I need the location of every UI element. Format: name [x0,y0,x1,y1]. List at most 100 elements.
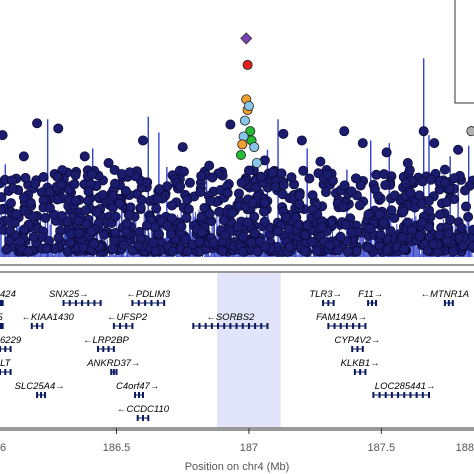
snp-point [280,212,291,223]
gene-exon [131,300,134,306]
gene-label: ←CCDC110 [117,404,170,415]
snp-point [81,219,92,230]
snp-point [116,168,127,179]
snp-point [355,180,366,191]
snp-point [162,220,173,231]
snp-point [41,243,52,254]
gene-label: LT [0,358,12,369]
gene-exon [68,300,71,306]
gene-label: C4orf47→ [116,381,159,392]
snp-point [135,233,146,244]
gene-label: FAM149A→ [316,312,367,323]
gene-exon [125,323,128,329]
association-panel [0,0,474,266]
snp-point [65,237,76,248]
snp-point [463,211,474,222]
snp-point [340,219,351,230]
snp-point [272,226,283,237]
snp-point [350,173,361,184]
snp-point [445,214,456,225]
gene-exon [36,323,39,329]
gene-label: SNX25→ [49,289,89,300]
snp-point [108,190,119,201]
snp-point [259,216,270,227]
gene-exon [112,346,115,352]
snp-point [429,138,440,149]
gene-label: TLR3→ [309,289,342,300]
gene-exon [359,369,362,375]
snp-point [177,142,188,153]
gene-label: ←UFSP2 [107,312,148,323]
snp-point [233,188,244,199]
gene-exon [141,415,144,421]
gene-exon [451,300,454,306]
gene-exon [409,392,412,398]
snp-point [249,228,260,239]
gene-exon [223,323,226,329]
snp-point [447,246,458,257]
snp-point [362,242,373,253]
snp-point [402,157,413,168]
snp-point [335,231,346,242]
snp-point [0,130,8,141]
gene-exon [339,323,342,329]
snp-point [15,236,26,247]
x-axis: 186.5 187 187.5 6 188 Position on chr4 (Mb) [0,428,474,473]
snp-point [236,177,247,188]
snp-point [339,126,350,137]
gene-exon [353,369,356,375]
snp-point [4,235,15,246]
gene-exon [138,392,141,398]
snp-point [220,230,231,241]
snp-point [227,207,238,218]
snp-point [307,204,318,215]
gene-label: ←LRP2BP [83,335,130,346]
snp-point [53,232,64,243]
snp-point [374,209,385,220]
snp-point [405,187,416,198]
gene-exon [372,392,375,398]
lead-snp-diamond [240,32,253,45]
gene-exon [119,323,122,329]
gene-exon [136,415,139,421]
snp-point [304,173,315,184]
snp-point [443,228,454,239]
snp-point [121,218,132,229]
snp-point [53,123,64,134]
gene-exon [210,323,213,329]
gene-exon [99,300,102,306]
snp-point [379,169,390,180]
snp-point [246,237,257,248]
snp-point [86,169,97,180]
snp-point [78,242,89,253]
gene-label: ANKRD37→ [86,358,140,369]
snp-point [354,200,365,211]
snp-point [424,221,435,232]
snp-point [219,215,230,226]
gene-exon [4,346,7,352]
gene-exon [356,346,359,352]
gene-exon [150,300,153,306]
gene-exon [322,300,325,306]
snp-point [154,184,165,195]
snp-point [459,185,470,196]
gene-exon [204,323,207,329]
snp-point [449,173,460,184]
x-tick-label: 186.5 [103,442,131,454]
snp-point [182,246,193,257]
gene-exon [112,369,115,375]
snp-point [346,227,357,238]
snp-point [243,165,254,176]
snp-point [300,230,311,241]
gene-exon [332,300,335,306]
gene-exon [1,300,4,306]
gene-exon [364,323,367,329]
snp-point [79,151,90,162]
snp-point [307,190,318,201]
gene-label: KLKB1→ [341,358,380,369]
gene-exon [0,300,3,306]
snp-point [351,246,362,257]
gene-exon [41,323,44,329]
snp-point [434,229,445,240]
gene-exon [327,323,330,329]
